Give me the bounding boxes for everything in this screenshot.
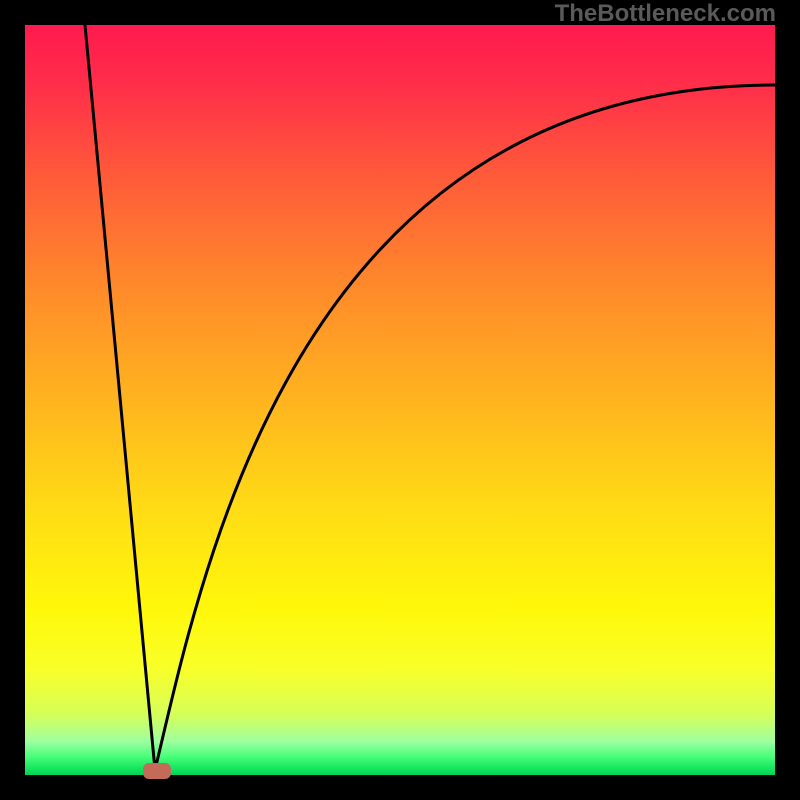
bottleneck-curve bbox=[25, 25, 775, 775]
vertex-marker bbox=[143, 763, 171, 779]
watermark-text: TheBottleneck.com bbox=[555, 0, 776, 28]
curve-path bbox=[85, 25, 775, 770]
chart-canvas: TheBottleneck.com bbox=[0, 0, 800, 800]
plot-area bbox=[25, 25, 775, 775]
